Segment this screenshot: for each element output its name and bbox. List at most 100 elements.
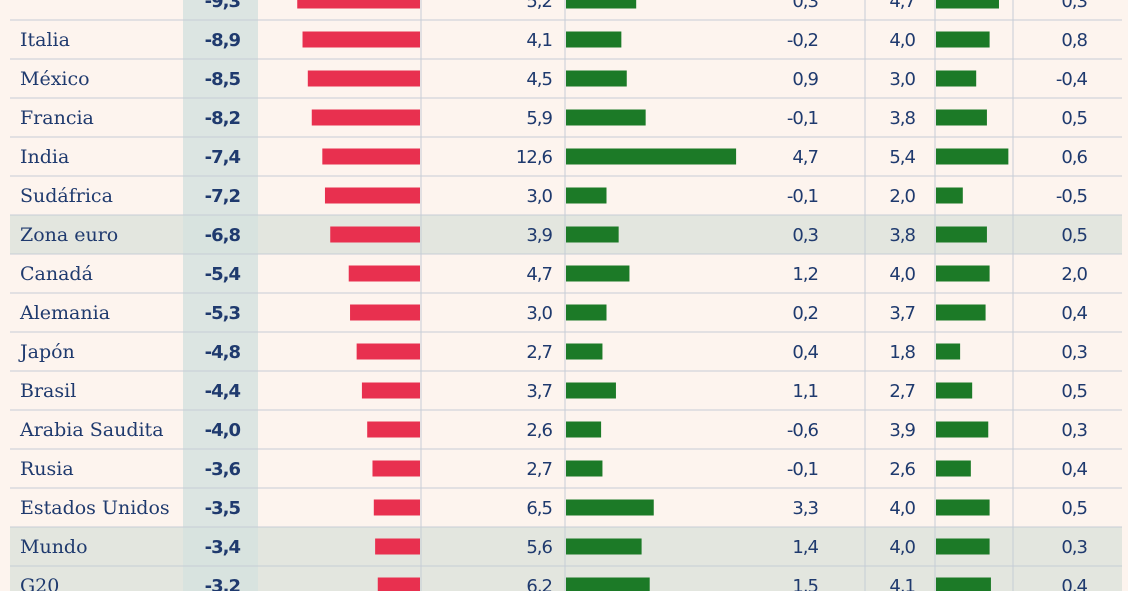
green-bar-col2 xyxy=(566,382,616,399)
country-label: G20 xyxy=(20,575,59,591)
value-col2: 5,9 xyxy=(526,108,552,129)
green-bar-col4 xyxy=(936,538,990,555)
value-col2: 2,7 xyxy=(526,342,552,363)
red-bar xyxy=(307,70,420,87)
value-col3: 4,7 xyxy=(792,147,818,168)
value-col1: -8,9 xyxy=(205,30,241,51)
green-bar-col2 xyxy=(566,31,622,48)
green-bar-col4 xyxy=(936,343,961,360)
value-col5: 0,5 xyxy=(1061,108,1087,129)
value-col3: 1,2 xyxy=(792,264,818,285)
country-label: Francia xyxy=(20,107,94,129)
value-col1: -8,5 xyxy=(205,69,241,90)
country-label: Rusia xyxy=(20,458,74,480)
value-col4: 4,0 xyxy=(889,537,915,558)
value-col5: 0,4 xyxy=(1061,303,1087,324)
red-bar xyxy=(330,226,420,243)
red-bar xyxy=(372,460,420,477)
value-col2: 6,2 xyxy=(526,576,552,591)
green-bar-col4 xyxy=(936,499,990,516)
value-col5: 0,6 xyxy=(1061,147,1087,168)
red-bar xyxy=(367,421,420,438)
red-bar xyxy=(350,304,420,321)
value-col3: -0,6 xyxy=(787,420,819,441)
value-col1: -8,2 xyxy=(205,108,240,129)
value-col1: -4,0 xyxy=(205,420,241,441)
value-col5: 0,5 xyxy=(1061,498,1087,519)
green-bar-col2 xyxy=(566,265,630,282)
value-col2: 2,7 xyxy=(526,459,552,480)
value-col5: 0,4 xyxy=(1061,459,1087,480)
value-col3: -0,2 xyxy=(787,30,818,51)
value-col3: 1,1 xyxy=(792,381,818,402)
green-bar-col2 xyxy=(566,538,642,555)
value-col4: 3,8 xyxy=(889,108,915,129)
green-bar-col2 xyxy=(566,304,607,321)
value-col3: 0,3 xyxy=(792,0,818,12)
value-col1: -4,4 xyxy=(205,381,241,402)
value-col2: 5,6 xyxy=(526,537,552,558)
green-bar-col4 xyxy=(936,382,973,399)
country-label: India xyxy=(20,146,69,168)
value-col1: -3,6 xyxy=(205,459,241,480)
value-col2: 2,6 xyxy=(526,420,552,441)
green-bar-col4 xyxy=(936,109,987,126)
country-label: México xyxy=(20,68,90,90)
red-bar xyxy=(302,31,420,48)
green-bar-col2 xyxy=(566,109,646,126)
value-col3: -0,1 xyxy=(787,108,818,129)
red-bar xyxy=(375,538,420,555)
red-bar xyxy=(322,148,420,165)
value-col1: -9,3 xyxy=(205,0,241,12)
country-label: Mundo xyxy=(20,536,88,558)
value-col4: 4,0 xyxy=(889,498,915,519)
green-bar-col4 xyxy=(936,70,977,87)
red-bar xyxy=(377,577,420,591)
country-label: Alemania xyxy=(19,302,110,324)
red-bar xyxy=(324,187,420,204)
value-col2: 3,9 xyxy=(526,225,552,246)
country-label: Zona euro xyxy=(20,224,118,246)
country-label: Canadá xyxy=(20,263,93,285)
green-bar-col4 xyxy=(936,421,989,438)
green-bar-col2 xyxy=(566,226,619,243)
value-col4: 4,0 xyxy=(889,264,915,285)
green-bar-col2 xyxy=(566,343,603,360)
value-col1: -4,8 xyxy=(205,342,241,363)
value-col3: 1,4 xyxy=(792,537,818,558)
green-bar-col2 xyxy=(566,577,650,591)
green-bar-col4 xyxy=(936,148,1009,165)
country-label: Brasil xyxy=(20,380,76,402)
green-bar-col4 xyxy=(936,265,990,282)
value-col2: 3,0 xyxy=(526,303,552,324)
red-bar xyxy=(373,499,420,516)
value-col3: 3,3 xyxy=(792,498,818,519)
green-bar-col4 xyxy=(936,577,991,591)
country-label: Japón xyxy=(18,341,75,363)
value-col1: -3,5 xyxy=(205,498,241,519)
value-col5: 0,3 xyxy=(1061,0,1087,12)
value-col4: 4,7 xyxy=(889,0,915,12)
country-label: Estados Unidos xyxy=(20,497,170,519)
value-col5: 2,0 xyxy=(1061,264,1087,285)
red-bar xyxy=(356,343,420,360)
value-col1: -3,4 xyxy=(205,537,241,558)
value-col5: 0,5 xyxy=(1061,381,1087,402)
value-col2: 3,7 xyxy=(526,381,552,402)
red-bar xyxy=(348,265,420,282)
value-col2: 6,5 xyxy=(526,498,552,519)
value-col1: -6,8 xyxy=(205,225,241,246)
country-label: Sudáfrica xyxy=(20,185,113,207)
value-col5: 0,5 xyxy=(1061,225,1087,246)
value-col4: 2,6 xyxy=(889,459,915,480)
green-bar-col4 xyxy=(936,460,971,477)
value-col4: 3,0 xyxy=(889,69,915,90)
value-col5: -0,4 xyxy=(1056,69,1088,90)
value-col4: 1,8 xyxy=(889,342,915,363)
value-col5: 0,3 xyxy=(1061,342,1087,363)
value-col5: 0,4 xyxy=(1061,576,1087,591)
value-col2: 5,2 xyxy=(526,0,552,12)
value-col4: 3,9 xyxy=(889,420,915,441)
green-bar-col2 xyxy=(566,421,602,438)
